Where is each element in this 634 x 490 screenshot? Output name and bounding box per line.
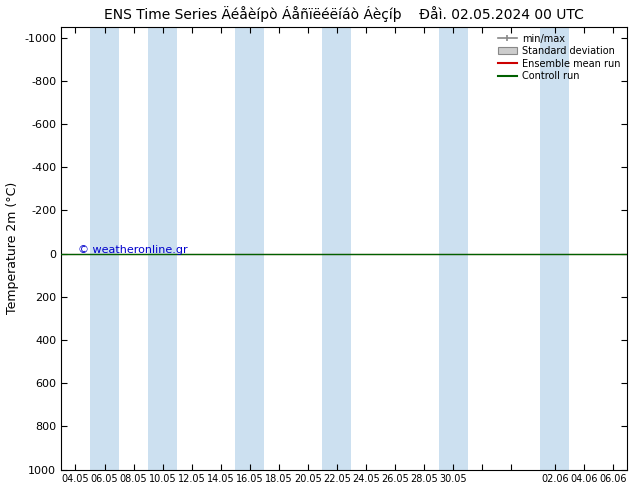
Legend: min/max, Standard deviation, Ensemble mean run, Controll run: min/max, Standard deviation, Ensemble me… [496,32,623,83]
Bar [439,27,467,469]
Bar [235,27,264,469]
Title: ENS Time Series Äéåèípò Áåñïëéëíáò Áèçíþ    Đåì. 02.05.2024 00 UTC: ENS Time Series Äéåèípò Áåñïëéëíáò Áèçíþ… [104,5,584,22]
Text: © weatheronline.gr: © weatheronline.gr [78,245,188,255]
Bar [148,27,177,469]
Bar [90,27,119,469]
Y-axis label: Temperature 2m (°C): Temperature 2m (°C) [6,182,18,315]
Bar [322,27,351,469]
Bar [540,27,569,469]
